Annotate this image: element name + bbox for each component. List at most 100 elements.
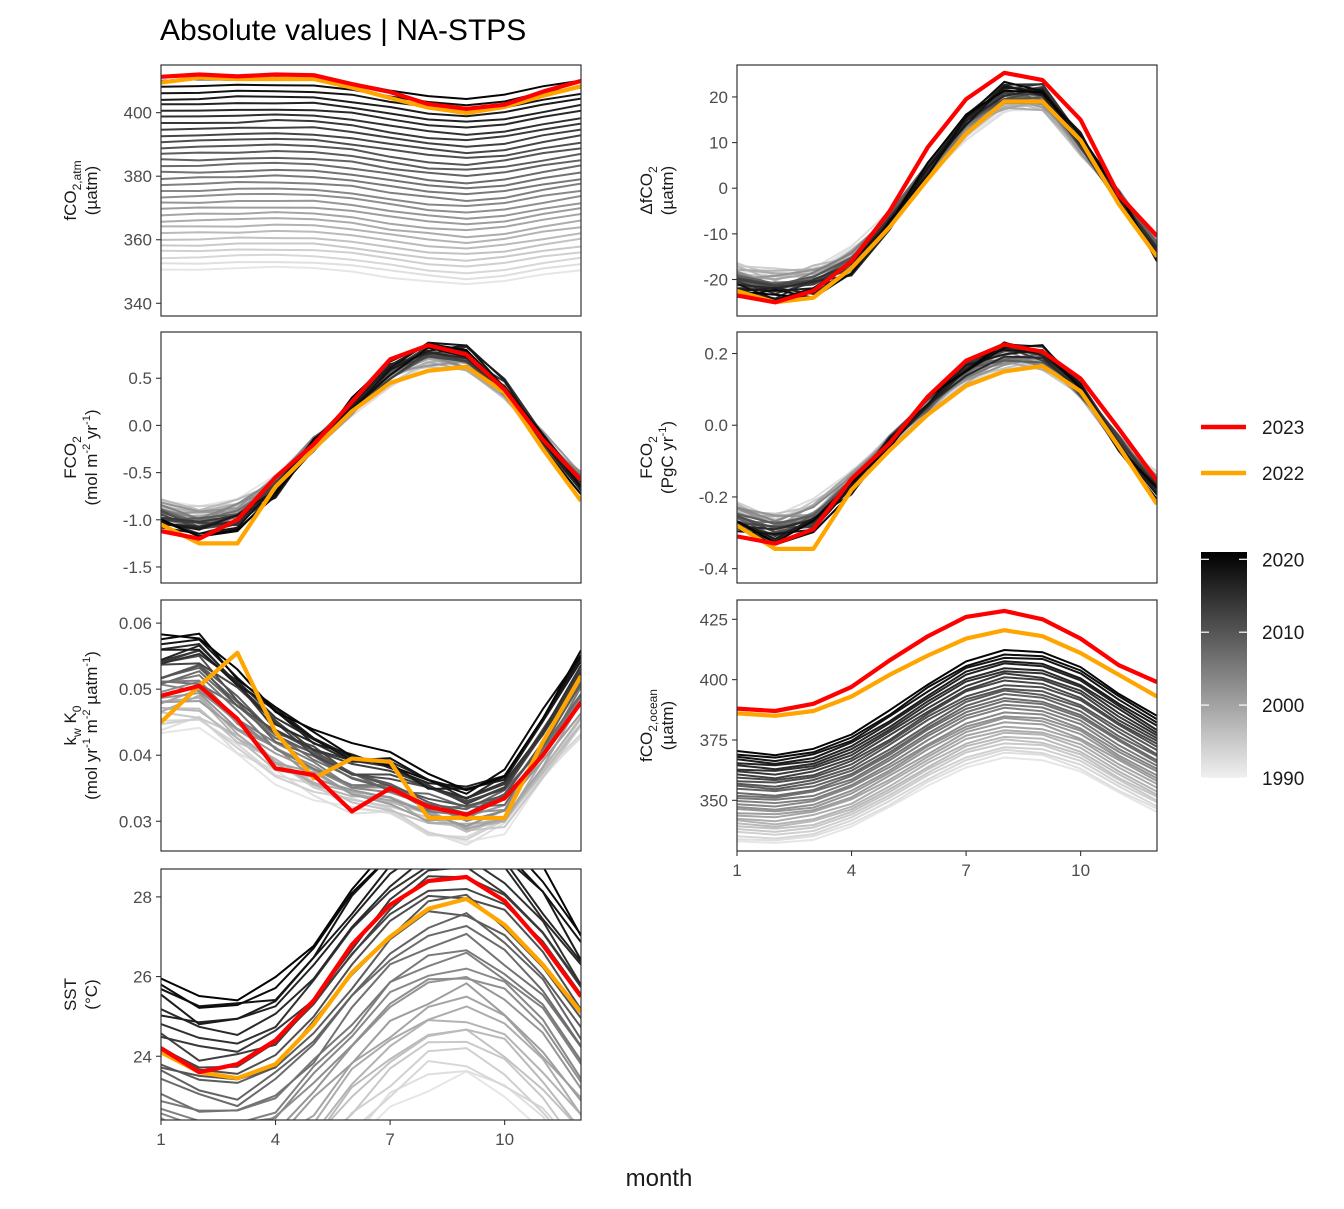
series-line-2019 <box>161 869 581 1008</box>
panel-frame <box>736 599 1158 852</box>
series-line-2010 <box>161 349 581 528</box>
series-line-2000 <box>292 982 581 1120</box>
y-tick-label: 380 <box>124 167 152 186</box>
series-line-2023 <box>161 683 581 817</box>
series-line-2007 <box>161 161 581 185</box>
series-line-2001 <box>285 975 581 1120</box>
series-line-2008 <box>737 692 1157 793</box>
series-line-2015 <box>161 345 581 535</box>
series-line-1994 <box>737 742 1157 833</box>
series-line-2019 <box>737 85 1157 301</box>
series-line-1995 <box>329 1028 573 1120</box>
y-tick-label: 360 <box>124 231 152 250</box>
series-line-2002 <box>161 977 581 1120</box>
series-line-2007 <box>161 349 581 525</box>
series-line-1991 <box>737 100 1157 280</box>
series-line-2015 <box>737 346 1157 537</box>
figure-title: Absolute values | NA-STPS <box>160 14 526 47</box>
series-line-1993 <box>737 100 1157 274</box>
x-axis-title: month <box>626 1165 693 1192</box>
series-line-2000 <box>161 206 581 226</box>
series-line-2013 <box>161 126 581 148</box>
x-tick-label: 7 <box>961 861 970 880</box>
series-line-1994 <box>161 242 581 262</box>
series-line-1993 <box>737 746 1157 836</box>
y-axis-title: SST (°C) <box>61 978 101 1011</box>
series-line-2005 <box>737 703 1157 801</box>
y-tick-label: 26 <box>133 968 152 987</box>
series-line-2008 <box>161 666 581 811</box>
colorbar-label-2020: 2020 <box>1262 550 1304 571</box>
y-axis-title: ΔfCO2​(µatm) <box>637 166 677 215</box>
panel-frame <box>736 331 1158 584</box>
series-line-2023 <box>161 874 581 1075</box>
series-line-2020 <box>737 80 1157 299</box>
series-line-2023 <box>161 343 581 541</box>
series-line-2016 <box>161 869 581 1037</box>
y-tick-label: 0.06 <box>119 614 152 633</box>
series-line-2019 <box>737 656 1157 763</box>
legend-label-2022: 2022 <box>1262 464 1304 485</box>
series-line-2010 <box>161 143 581 167</box>
series-line-2022 <box>737 364 1157 551</box>
x-tick-label: 7 <box>385 1130 394 1149</box>
series-line-1996 <box>737 99 1157 282</box>
series-line-2005 <box>161 174 581 196</box>
series-line-2023 <box>737 70 1157 305</box>
series-line-2021 <box>161 633 581 792</box>
series-line-1998 <box>314 1005 581 1120</box>
series-line-2012 <box>737 346 1157 529</box>
y-tick-label: 0 <box>719 179 728 198</box>
x-tick-label: 1 <box>732 861 741 880</box>
series-line-2009 <box>737 689 1157 791</box>
y-tick-label: -0.4 <box>699 560 728 579</box>
series-line-1999 <box>161 211 581 232</box>
series-line-2004 <box>737 706 1157 805</box>
series-line-2004 <box>161 180 581 203</box>
series-group <box>161 72 581 286</box>
y-tick-label: 20 <box>709 88 728 107</box>
series-line-1990 <box>375 1070 532 1120</box>
series-line-2022 <box>161 896 581 1081</box>
series-line-1993 <box>345 1047 551 1120</box>
x-tick-label: 1 <box>156 1130 165 1149</box>
series-line-2023 <box>737 342 1157 546</box>
series-line-2007 <box>737 87 1157 287</box>
series-line-2014 <box>161 345 581 523</box>
series-line-2018 <box>161 95 581 118</box>
y-axis-title: fCO2,ocean​(µatm) <box>637 689 677 762</box>
series-line-2009 <box>161 149 581 171</box>
series-line-2022 <box>161 650 581 821</box>
y-axis-title: fCO2,atm​(µatm) <box>61 160 101 220</box>
series-line-2008 <box>161 156 581 178</box>
panel-frame <box>160 599 582 852</box>
series-line-1999 <box>737 725 1157 819</box>
series-line-2003 <box>737 348 1157 523</box>
series-line-2011 <box>161 137 581 159</box>
series-group <box>161 632 581 846</box>
series-line-2016 <box>737 87 1157 290</box>
series-line-2005 <box>737 97 1157 289</box>
series-line-2003 <box>737 711 1157 808</box>
series-line-1995 <box>161 236 581 255</box>
y-tick-label: 0.05 <box>119 680 152 699</box>
legend-label-2023: 2023 <box>1262 418 1304 439</box>
panel-fco2atm: 340 360 380 400 fCO2,atm​(µatm) <box>61 64 582 317</box>
series-line-1994 <box>343 1040 561 1120</box>
y-axis-title: FCO2​(PgC yr-1​) <box>637 421 677 494</box>
y-tick-label: 24 <box>133 1047 152 1066</box>
series-line-2003 <box>161 187 581 208</box>
y-tick-label: 0.2 <box>704 345 728 364</box>
series-line-2009 <box>737 85 1157 290</box>
series-line-2022 <box>737 628 1157 718</box>
y-tick-label: -0.5 <box>123 464 152 483</box>
y-tick-label: -20 <box>703 270 728 289</box>
x-tick-label: 4 <box>271 1130 280 1149</box>
series-line-2016 <box>161 108 581 129</box>
series-line-1991 <box>737 751 1157 842</box>
panel-frame <box>160 868 582 1121</box>
panel-frame <box>160 64 582 317</box>
y-tick-label: 425 <box>700 610 728 629</box>
series-line-2007 <box>161 924 581 1108</box>
series-line-1992 <box>161 253 581 275</box>
